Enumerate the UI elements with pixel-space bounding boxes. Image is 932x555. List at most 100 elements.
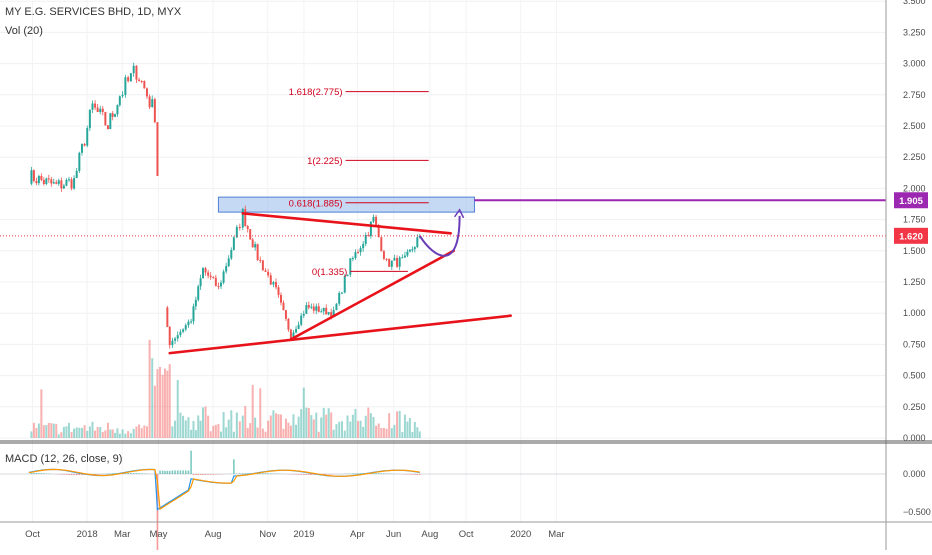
macd-histogram-bar (202, 474, 204, 475)
candle-body (318, 306, 320, 312)
macd-histogram-bar (207, 474, 209, 475)
candle-body (84, 144, 86, 146)
volume-bar (130, 433, 132, 438)
macd-histogram-bar (164, 471, 166, 474)
macd-histogram-bar (375, 473, 377, 474)
volume-bar (295, 425, 297, 438)
candle-body (169, 327, 171, 345)
volume-bar (197, 415, 199, 438)
candle-body (411, 249, 413, 250)
volume-bar (330, 412, 332, 438)
macd-histogram-bar (414, 474, 416, 475)
volume-bar (205, 406, 207, 438)
macd-histogram-bar (325, 474, 327, 475)
candle-body (328, 312, 330, 314)
macd-histogram-bar (205, 474, 207, 475)
macd-histogram-bar (68, 474, 70, 475)
volume-bar (347, 416, 349, 438)
price-marker-label: 1.905 (899, 196, 923, 207)
volume-bar (177, 380, 179, 438)
candle-body (185, 325, 187, 329)
macd-histogram-bar (417, 474, 419, 475)
volume-bar (154, 386, 156, 438)
macd-histogram-bar (162, 471, 164, 474)
candle-body (217, 286, 219, 287)
candle-body (68, 179, 70, 180)
candle-body (388, 259, 390, 267)
volume-bar (325, 415, 327, 438)
macd-histogram-bar (378, 473, 380, 474)
volume-bar (344, 431, 346, 438)
volume-bar (81, 428, 83, 438)
macd-histogram-bar (127, 473, 129, 474)
volume-bar (182, 416, 184, 438)
macd-histogram-bar (244, 473, 246, 474)
candle-body (65, 180, 67, 186)
volume-bar (40, 389, 42, 438)
volume-bar (116, 428, 118, 438)
macd-histogram-bar (169, 471, 171, 474)
candle-body (262, 260, 264, 270)
macd-histogram-bar (133, 473, 135, 474)
volume-bar (267, 421, 269, 438)
macd-legend: MACD (12, 26, close, 9) (5, 453, 122, 465)
candle-body (290, 330, 292, 339)
candle-body (53, 182, 55, 183)
resistance-zone-rect (218, 197, 474, 212)
volume-bar (135, 426, 137, 438)
volume-bar (409, 418, 411, 438)
volume-bar (53, 424, 55, 438)
volume-bar (174, 421, 176, 438)
volume-bar (375, 426, 377, 438)
candle-body (55, 182, 57, 184)
candle-body (305, 305, 307, 314)
candle-body (310, 307, 312, 308)
volume-bar (257, 428, 259, 438)
volume-bar (97, 427, 99, 438)
macd-histogram-bar (328, 474, 330, 475)
macd-histogram-bar (172, 470, 174, 474)
candle-body (50, 179, 52, 183)
volume-bar (58, 434, 60, 438)
y-tick-label: 3.250 (903, 27, 926, 37)
volume-bar (333, 430, 335, 438)
volume-bar (272, 410, 274, 438)
volume-bar (159, 367, 161, 438)
candle-body (179, 332, 181, 335)
candle-body (370, 222, 372, 236)
volume-bar (414, 422, 416, 438)
volume-bar (393, 425, 395, 438)
candle-body (127, 77, 129, 81)
candle-body (360, 248, 362, 252)
candle-body (223, 272, 225, 283)
y-tick-label: 1.500 (903, 246, 926, 256)
chart-title: MY E.G. SERVICES BHD, 1D, MYX (5, 6, 181, 18)
volume-bar (65, 426, 67, 438)
volume-bar (124, 434, 126, 438)
volume-bar (228, 420, 230, 438)
volume-bar (223, 412, 225, 438)
candle-body (135, 66, 137, 80)
volume-bar (287, 423, 289, 438)
candle-body (81, 144, 83, 153)
macd-histogram-bar (383, 473, 385, 474)
macd-histogram-bar (138, 473, 140, 474)
fib-level-label: 0(1.335) (312, 267, 347, 278)
candle-body (380, 237, 382, 251)
volume-bar (225, 427, 227, 438)
volume-bar (99, 427, 101, 438)
candle-body (99, 109, 101, 112)
candle-body (338, 293, 340, 304)
candle-body (119, 96, 121, 105)
candle-body (107, 125, 109, 129)
macd-histogram-bar (193, 474, 195, 475)
volume-bar (396, 411, 398, 438)
candle-body (308, 305, 310, 308)
macd-histogram-bar (112, 473, 114, 474)
candle-body (391, 261, 393, 267)
candle-body (187, 322, 189, 326)
macd-histogram-bar (136, 473, 138, 474)
candle-body (114, 114, 116, 117)
